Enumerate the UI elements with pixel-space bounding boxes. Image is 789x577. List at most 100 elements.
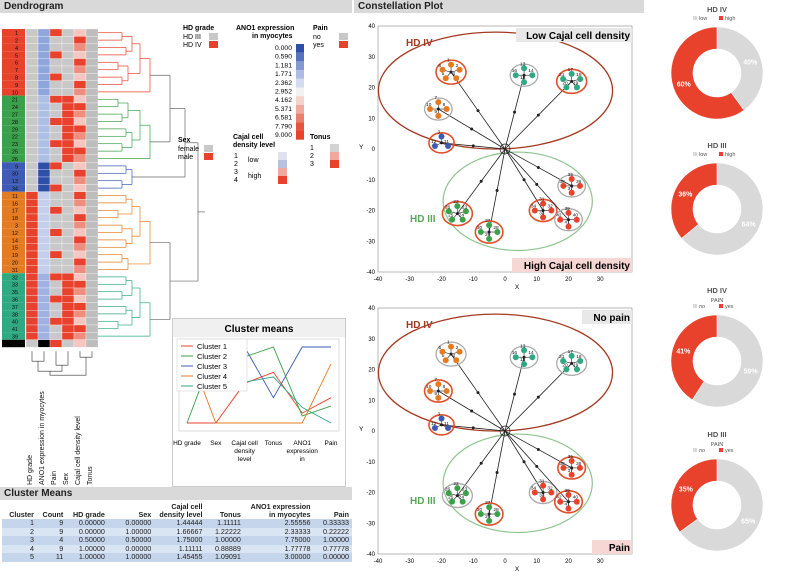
donut-title: HD III: [707, 141, 726, 150]
x-tick-label: 10: [533, 277, 540, 283]
heatmap-cell: [61, 280, 75, 289]
heatmap-cell: [73, 43, 87, 52]
leaf-label: 25: [448, 213, 454, 219]
leaf-node: [573, 84, 580, 91]
heatmap-cell: [37, 65, 51, 74]
trunk-edge: [504, 394, 515, 432]
donut-legend-item: no: [699, 448, 705, 454]
row-label: 7: [15, 68, 18, 74]
heatmap-cell: [49, 58, 63, 67]
heatmap-cell: [25, 65, 39, 74]
heatmap-cell: [25, 110, 39, 118]
heatmap-cell: [73, 139, 87, 148]
leaf-label: 34: [531, 204, 537, 210]
ano1-legend-title: in myocytes: [252, 33, 293, 40]
dendrogram-title: Dendrogram: [0, 0, 352, 13]
cluster-row-color: [2, 214, 25, 222]
table-cell: 1.11111: [217, 518, 241, 527]
junction-node: [536, 165, 540, 169]
leaf-label: 28: [493, 225, 499, 231]
row-label: 6: [15, 61, 18, 67]
junction-node: [536, 113, 540, 117]
table-cell: 1.11111: [178, 543, 203, 553]
heatmap-cell: [37, 265, 51, 274]
table-row: 4 9 1.00000 0.00000 1.11111 0.88889 1.77778 0.7…: [2, 543, 352, 554]
heatmap-cell: [85, 154, 99, 163]
table-cell: 9: [59, 543, 64, 553]
leaf-node: [568, 352, 575, 359]
pain-legend-swatch: [339, 41, 348, 48]
leaf-label: 41: [565, 502, 571, 508]
hd-grade-legend-swatch: [209, 41, 218, 48]
heatmap-cell: [61, 339, 75, 348]
donut-legend-item: low: [699, 16, 707, 22]
legend-label: Cluster 3: [197, 362, 227, 371]
cluster-row-color: [2, 184, 25, 192]
heatmap-cell: [73, 154, 87, 163]
donut-label-low: 59%: [744, 368, 759, 375]
heatmap-cell: [37, 102, 51, 111]
leaf-label: 21: [559, 72, 565, 78]
constellation-title: Constellation Plot: [354, 0, 644, 13]
heatmap-cell: [73, 95, 87, 104]
row-label: 14: [12, 238, 18, 244]
heatmap-cell: [85, 95, 99, 104]
heatmap-cell: [73, 213, 87, 222]
x-tick-label: -10: [469, 277, 478, 283]
trunk-edge: [438, 390, 472, 412]
junction-node: [479, 179, 483, 183]
leaf-node: [494, 511, 501, 518]
heatmap-cell: [61, 236, 75, 244]
leaf-node: [573, 498, 580, 505]
column-label: HD grade: [27, 455, 34, 485]
hd3-ellipse: [442, 433, 593, 534]
leaf-node: [548, 207, 555, 214]
heatmap-cell: [73, 236, 87, 244]
ano1-legend-value: 5.371: [275, 106, 292, 113]
row-label: 30: [12, 172, 18, 178]
leaf-node: [442, 75, 449, 82]
heatmap-cell: [25, 258, 39, 266]
column-label: ANO1 expression in myocytes: [39, 391, 46, 485]
heatmap-cell: [37, 139, 51, 148]
y-axis-label: Y: [359, 144, 364, 151]
cluster-row-color: [2, 332, 25, 340]
top-right-label: Low Cajal cell density: [526, 31, 630, 42]
sex-legend-swatch: [204, 153, 213, 160]
heatmap-cell: [85, 324, 99, 333]
row-label: 40: [12, 320, 18, 326]
heatmap-cell: [61, 58, 75, 67]
leaf-node: [486, 222, 493, 229]
leaf-label: 40: [573, 495, 579, 501]
hd-grade-legend-swatch: [209, 33, 218, 40]
tonus-legend-title: Tonus: [310, 134, 331, 141]
table-cell: 1.00000: [125, 526, 152, 536]
leaf-node: [486, 504, 493, 511]
heatmap-cell: [25, 287, 39, 296]
x-tick-label: 0: [503, 559, 507, 565]
ano1-legend-swatch: [296, 131, 304, 140]
x-tick-label: -40: [374, 277, 383, 283]
row-label: 32: [12, 275, 18, 281]
heatmap-cell: [37, 273, 51, 281]
leaf-label: 31: [539, 197, 545, 203]
cajal-legend-level: 4: [234, 177, 238, 184]
heatmap-cell: [49, 95, 63, 104]
x-axis-label: X: [515, 284, 520, 291]
heatmap-cell: [73, 221, 87, 229]
heatmap-cell: [25, 332, 39, 340]
leaf-node: [563, 84, 570, 91]
cluster-row-color: [2, 36, 25, 44]
leaf-label: 30: [477, 507, 483, 513]
constellation-plot-top: -40 -30 -20 -10 0 10 20 30 40 30 20 10 0 -10 -20 -30 -40…: [359, 24, 633, 291]
heatmap-cell: [73, 132, 87, 141]
heatmap-cell: [49, 73, 63, 81]
column-header: ANO1 expression in myocytes: [244, 503, 314, 519]
table-header-row: Cluster Count HD grade Sex Cajal cell density…: [2, 503, 352, 519]
cluster-row-color: [2, 125, 25, 133]
cluster-outline: [509, 63, 539, 87]
heatmap-cell: [49, 265, 63, 274]
leaf-node: [477, 229, 484, 236]
leaf-node: [529, 72, 536, 79]
hd4-ellipse: [377, 313, 614, 432]
